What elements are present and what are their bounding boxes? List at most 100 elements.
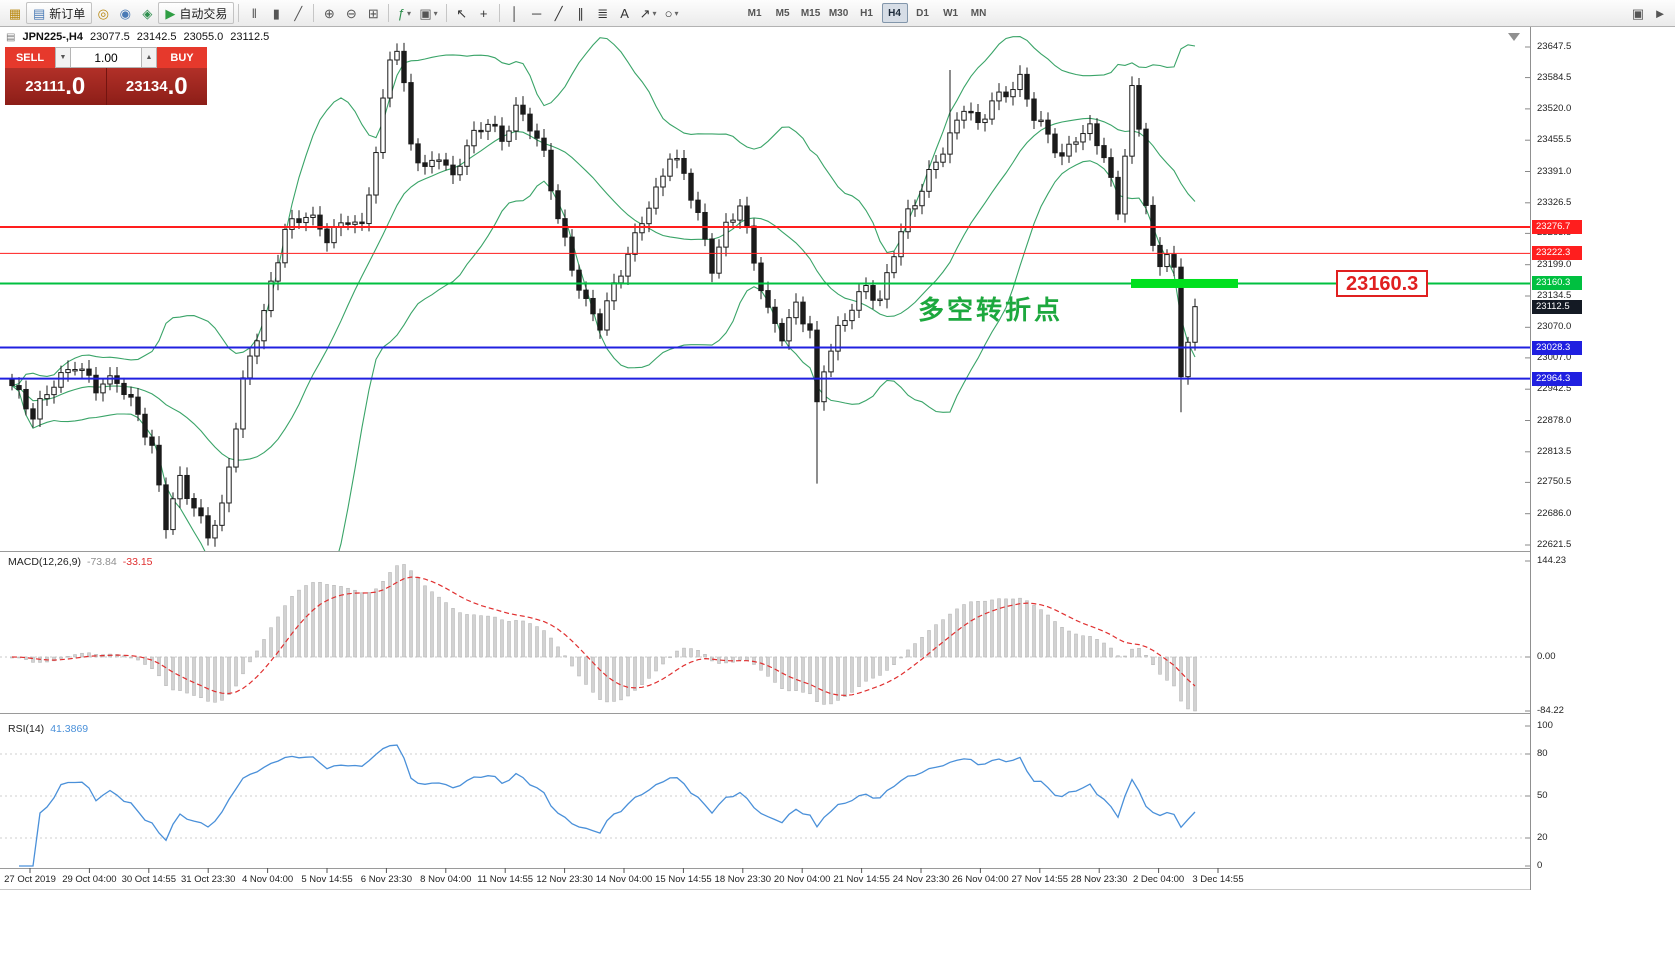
cursor-button[interactable]: ↖	[451, 2, 473, 24]
bollinger-band	[11, 160, 1196, 551]
quick-trade-button[interactable]: ►	[1649, 2, 1671, 24]
macd-bar	[955, 608, 959, 658]
candle-up	[660, 175, 666, 188]
price-callout-label: 23160.3	[1336, 270, 1429, 297]
scroll-to-end-marker	[1508, 33, 1520, 41]
candle-down	[772, 306, 778, 324]
new-order-icon: ▤	[33, 5, 46, 21]
shapes-button[interactable]: ○ ▾	[661, 2, 683, 24]
zoom-out-button[interactable]: ⊖	[340, 2, 362, 24]
channel-button[interactable]: ∥	[570, 2, 592, 24]
candlestick-chart-button[interactable]: ▮	[265, 2, 287, 24]
windows-button-dropdown-arrow[interactable]: ▾	[433, 8, 438, 18]
candle-down	[359, 221, 365, 225]
candle-down	[422, 162, 428, 167]
timeframe-m15-button[interactable]: M15	[800, 7, 821, 19]
macd-bar	[892, 656, 896, 665]
timeframe-mn-button[interactable]: MN	[970, 7, 987, 19]
macd-bar	[1004, 598, 1008, 658]
trendline-button[interactable]: ╱	[548, 2, 570, 24]
bar-chart-button[interactable]: ‖	[243, 2, 265, 24]
indicators-button-dropdown-arrow[interactable]: ▾	[406, 8, 411, 18]
market-button[interactable]: ◈	[136, 2, 158, 24]
crosshair-button[interactable]: +	[473, 2, 495, 24]
depth-of-market-icon: ▣	[1631, 5, 1645, 21]
macd-bar	[703, 654, 707, 658]
candle-down	[415, 143, 421, 164]
candle-down	[156, 444, 162, 486]
candle-up	[723, 221, 729, 248]
market-icon: ◈	[142, 5, 153, 21]
depth-of-market-button[interactable]: ▣	[1627, 2, 1649, 24]
time-axis-label: 27 Nov 14:55	[1011, 874, 1069, 885]
indicators-button[interactable]: ƒ ▾	[393, 2, 415, 24]
timeframe-m30-button[interactable]: M30	[828, 7, 849, 19]
candle-down	[1143, 128, 1149, 206]
candle-down	[296, 218, 302, 224]
timeframe-m1-button[interactable]: M1	[747, 7, 762, 19]
compass-button[interactable]: ◎	[92, 2, 114, 24]
ohlc-high-value: 23142.5	[136, 31, 177, 43]
timeframe-m5-button[interactable]: M5	[775, 7, 790, 19]
new-order-button-label: 新订单	[49, 6, 86, 21]
grid-button[interactable]: ⊞	[362, 2, 384, 24]
price-line-tag: 23028.3	[1532, 340, 1582, 355]
timeframe-d1-button[interactable]: D1	[916, 7, 929, 19]
price-axis[interactable]: 23647.5 23584.5 23520.0 23455.5 23391.0 23326…	[1530, 27, 1675, 890]
price-axis-label: 23520.0	[1537, 102, 1572, 114]
macd-bar	[808, 656, 812, 695]
volume-decrement-button[interactable]: ▼	[55, 47, 71, 68]
sell-price-button[interactable]: 23111 .0	[5, 68, 107, 105]
candle-up	[429, 159, 435, 167]
autotrading-button[interactable]: ▶ 自动交易	[158, 2, 235, 24]
macd-bar	[1109, 647, 1113, 658]
candle-up	[954, 119, 960, 134]
windows-button[interactable]: ▣ ▾	[415, 2, 441, 24]
timeframe-h1-button[interactable]: H1	[860, 7, 873, 19]
macd-bar	[619, 656, 623, 701]
macd-bar	[1137, 647, 1141, 658]
candle-down	[443, 159, 449, 166]
vertical-line-button[interactable]: │	[504, 2, 526, 24]
new-chart-button[interactable]: ▦	[4, 2, 26, 24]
chart-area[interactable]: ▤ JPN225-,H4 23077.5 23142.5 23055.0 231…	[0, 27, 1530, 890]
macd-bar	[885, 656, 889, 671]
candle-down	[597, 313, 603, 331]
time-axis[interactable]: 27 Oct 2019 29 Oct 04:00 30 Oct 14:55 31 Oc…	[0, 871, 1530, 889]
buy-price-button[interactable]: 23134 .0	[106, 68, 207, 105]
line-chart-button[interactable]: ╱	[287, 2, 309, 24]
sell-button[interactable]: SELL	[5, 47, 55, 68]
macd-bar	[738, 656, 742, 661]
text-icon: A	[620, 5, 629, 21]
candle-down	[1150, 204, 1156, 246]
timeframe-w1-button[interactable]: W1	[943, 7, 959, 19]
macd-bar	[1172, 656, 1176, 687]
buy-button[interactable]: BUY	[157, 47, 207, 68]
time-axis-label: 14 Nov 04:00	[595, 874, 653, 885]
arrows-button[interactable]: ↗ ▾	[636, 2, 661, 24]
candle-down	[198, 507, 204, 517]
community-button[interactable]: ◉	[114, 2, 136, 24]
time-axis-label: 2 Dec 04:00	[1132, 874, 1185, 885]
macd-name: MACD(12,26,9)	[8, 556, 81, 568]
candle-up	[107, 375, 113, 385]
volume-increment-button[interactable]: ▲	[141, 47, 157, 68]
horizontal-line-button[interactable]: ─	[526, 2, 548, 24]
candle-up	[982, 118, 988, 124]
fibonacci-button[interactable]: ≣	[592, 2, 614, 24]
trendline-icon: ╱	[554, 5, 563, 21]
timeframe-h4-button[interactable]: H4	[881, 3, 908, 23]
time-axis-label: 31 Oct 23:30	[180, 874, 236, 885]
zoom-in-button[interactable]: ⊕	[318, 2, 340, 24]
shapes-icon: ○	[664, 5, 673, 21]
windows-icon: ▣	[419, 5, 432, 21]
macd-bar	[409, 570, 413, 658]
text-button[interactable]: A	[614, 2, 636, 24]
ohlc-low-value: 23055.0	[183, 31, 224, 43]
volume-input[interactable]	[71, 47, 141, 68]
new-order-button[interactable]: ▤ 新订单	[26, 2, 93, 24]
shapes-button-dropdown-arrow[interactable]: ▾	[674, 8, 679, 18]
line-chart-icon: ╱	[294, 5, 303, 21]
macd-bar	[122, 655, 126, 658]
arrows-button-dropdown-arrow[interactable]: ▾	[652, 8, 657, 18]
